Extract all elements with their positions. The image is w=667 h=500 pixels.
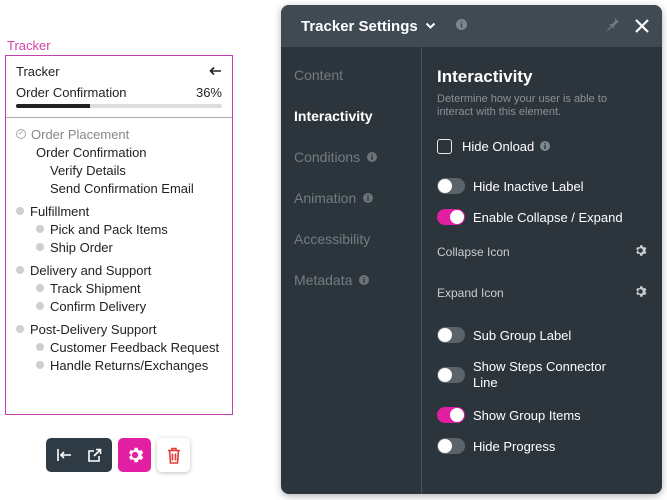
settings-gear-button[interactable]	[118, 438, 151, 472]
tracker-divider	[6, 117, 232, 118]
progress-percent: 36%	[195, 85, 222, 100]
expand-icon-row: Expand Icon	[437, 285, 647, 301]
step-group-label: Post-Delivery Support	[30, 321, 157, 337]
panel-header: Tracker Settings	[281, 5, 662, 47]
collapse-left-icon[interactable]	[52, 443, 76, 467]
step-item: Track Shipment	[50, 280, 141, 296]
step-group[interactable]: Post-Delivery Support Customer Feedback …	[16, 320, 232, 374]
step-group[interactable]: Delivery and Support Track Shipment Conf…	[16, 261, 232, 315]
back-arrow-icon[interactable]	[209, 63, 222, 79]
progress-label: Order Confirmation	[16, 85, 127, 100]
step-item: Send Confirmation Email	[50, 180, 194, 196]
close-icon[interactable]	[632, 16, 652, 36]
info-icon	[367, 149, 378, 165]
step-dot-icon	[16, 266, 24, 274]
step-item: Handle Returns/Exchanges	[50, 357, 209, 373]
step-dot-icon	[36, 284, 44, 292]
element-toolbar	[46, 438, 112, 472]
hide-onload-option[interactable]: Hide Onload	[437, 139, 551, 154]
nav-item-accessibility[interactable]: Accessibility	[294, 231, 371, 247]
nav-item-metadata[interactable]: Metadata	[281, 270, 421, 290]
interactivity-section: Interactivity Determine how your user is…	[422, 47, 662, 494]
step-dot-icon	[36, 361, 44, 369]
step-dot-icon	[36, 225, 44, 233]
info-icon	[540, 139, 551, 154]
step-group-label: Delivery and Support	[30, 262, 152, 278]
hide-inactive-label-toggle[interactable]	[437, 178, 465, 194]
collapse-icon-row: Collapse Icon	[437, 244, 647, 260]
step-group[interactable]: Fulfillment Pick and Pack Items Ship Ord…	[16, 202, 232, 256]
step-dot-icon	[36, 302, 44, 310]
hide-progress-toggle[interactable]	[437, 438, 465, 454]
settings-nav: Content Interactivity Conditions Animati…	[281, 47, 422, 494]
gear-icon[interactable]	[634, 285, 647, 301]
step-dot-icon	[36, 343, 44, 351]
chevron-down-icon[interactable]	[425, 17, 436, 35]
tracker-tag-label: Tracker	[7, 38, 51, 53]
step-sub-label: Order Confirmation	[36, 144, 147, 160]
steps-connector-toggle[interactable]	[437, 367, 465, 383]
tracker-title: Tracker	[16, 63, 60, 79]
step-group-label: Fulfillment	[30, 203, 90, 219]
tracker-settings-panel: Tracker Settings Content Interactivity C…	[281, 5, 662, 494]
panel-title: Tracker Settings	[301, 17, 418, 35]
show-group-items-option[interactable]: Show Group Items	[437, 407, 581, 423]
gear-icon	[128, 447, 143, 463]
section-description: Determine how your user is able to inter…	[437, 93, 607, 118]
step-dot-icon	[36, 243, 44, 251]
check-circle-icon: ✓	[16, 129, 26, 139]
external-link-icon[interactable]	[82, 443, 106, 467]
step-group-label: Order Placement	[31, 126, 130, 142]
info-icon	[359, 272, 370, 288]
step-dot-icon	[16, 325, 24, 333]
info-icon	[363, 190, 374, 206]
sub-group-label-toggle[interactable]	[437, 327, 465, 343]
step-group[interactable]: ✓ Order Placement Order Confirmation Ver…	[16, 125, 232, 197]
info-icon[interactable]	[455, 17, 467, 35]
step-item: Customer Feedback Request	[50, 339, 220, 355]
step-item: Confirm Delivery	[50, 298, 147, 314]
section-title: Interactivity	[437, 67, 533, 86]
nav-item-interactivity[interactable]: Interactivity	[294, 108, 373, 124]
delete-button[interactable]	[157, 438, 190, 472]
step-dot-icon	[16, 207, 24, 215]
pin-icon[interactable]	[606, 17, 620, 36]
hide-progress-option[interactable]: Hide Progress	[437, 438, 555, 454]
step-item: Pick and Pack Items	[50, 221, 168, 237]
hide-inactive-label-option[interactable]: Hide Inactive Label	[437, 178, 584, 194]
step-item: Ship Order	[50, 239, 113, 255]
hide-onload-checkbox[interactable]	[437, 139, 452, 154]
enable-collapse-toggle[interactable]	[437, 209, 465, 225]
step-item: Verify Details	[50, 162, 126, 178]
trash-icon	[167, 447, 180, 464]
gear-icon[interactable]	[634, 244, 647, 260]
tracker-steps: ✓ Order Placement Order Confirmation Ver…	[6, 118, 232, 374]
show-group-items-toggle[interactable]	[437, 407, 465, 423]
progress-bar-fill	[16, 104, 91, 108]
progress-bar	[16, 104, 222, 108]
nav-item-animation[interactable]: Animation	[281, 188, 421, 208]
enable-collapse-option[interactable]: Enable Collapse / Expand	[437, 209, 623, 225]
nav-item-content[interactable]: Content	[294, 67, 344, 83]
sub-group-label-option[interactable]: Sub Group Label	[437, 327, 571, 343]
steps-connector-option[interactable]: Show Steps Connector Line	[437, 359, 623, 391]
tracker-widget[interactable]: Tracker Order Confirmation 36% ✓ Order P…	[5, 55, 233, 415]
nav-item-conditions[interactable]: Conditions	[281, 147, 421, 167]
